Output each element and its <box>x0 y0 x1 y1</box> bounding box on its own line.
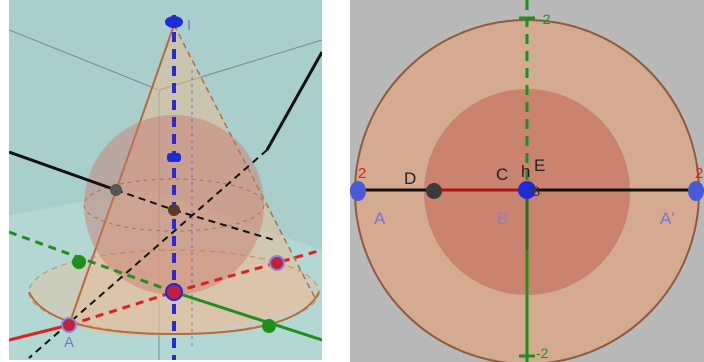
label-b-prime: B <box>531 183 540 199</box>
point-a-prime[interactable] <box>688 181 704 201</box>
label-apex: I <box>187 17 191 34</box>
tick-label-right: 2 <box>695 165 703 182</box>
base-point-a[interactable] <box>61 317 77 333</box>
black-axis-hidden-2 <box>173 209 275 241</box>
point-a[interactable] <box>350 181 366 201</box>
3d-view-canvas[interactable]: I A <box>9 0 322 360</box>
apex-point[interactable] <box>165 16 183 28</box>
red-axis-hidden-2 <box>173 248 322 294</box>
3d-view-panel[interactable]: I A <box>9 0 322 360</box>
cone-base-front-arc <box>28 291 320 336</box>
cone-surface <box>69 25 315 336</box>
green-axis <box>9 230 175 294</box>
red-axis-hidden <box>68 290 175 327</box>
label-c: C <box>496 165 508 184</box>
2d-view-panel[interactable]: -2 -2 2 2 A A' D C h E B B <box>350 0 704 362</box>
point-d[interactable] <box>426 183 442 199</box>
green-axis-front <box>173 290 322 342</box>
label-b: B <box>497 209 508 228</box>
tick-label-bottom: -2 <box>536 345 549 361</box>
sphere-top-point[interactable] <box>167 153 181 162</box>
green-point-right[interactable] <box>262 319 276 333</box>
tick-label-left: 2 <box>358 165 366 182</box>
sphere-center-point[interactable] <box>168 204 180 216</box>
tick-label-top: -2 <box>538 11 551 27</box>
label-h: h <box>521 162 530 181</box>
black-line-right <box>265 51 322 151</box>
cone-edge-right <box>173 24 316 299</box>
label-e: E <box>534 156 545 175</box>
2d-view-canvas[interactable]: -2 -2 2 2 A A' D C h E B B <box>350 0 704 362</box>
point-center[interactable] <box>518 181 536 199</box>
base-center-point[interactable] <box>165 283 183 301</box>
cone-edge-left <box>68 24 175 326</box>
label-a-prime: A' <box>660 209 675 228</box>
label-a: A <box>64 334 74 351</box>
black-axis-back <box>9 150 117 192</box>
tangent-point-left[interactable] <box>110 184 122 196</box>
base-point-right[interactable] <box>269 255 285 271</box>
black-axis-hidden <box>115 189 175 211</box>
green-point-left[interactable] <box>72 255 86 269</box>
black-line-hidden <box>28 149 268 359</box>
label-a: A <box>374 209 386 228</box>
red-axis-left <box>9 323 70 342</box>
label-d: D <box>404 169 416 188</box>
box-edge <box>9 29 160 91</box>
